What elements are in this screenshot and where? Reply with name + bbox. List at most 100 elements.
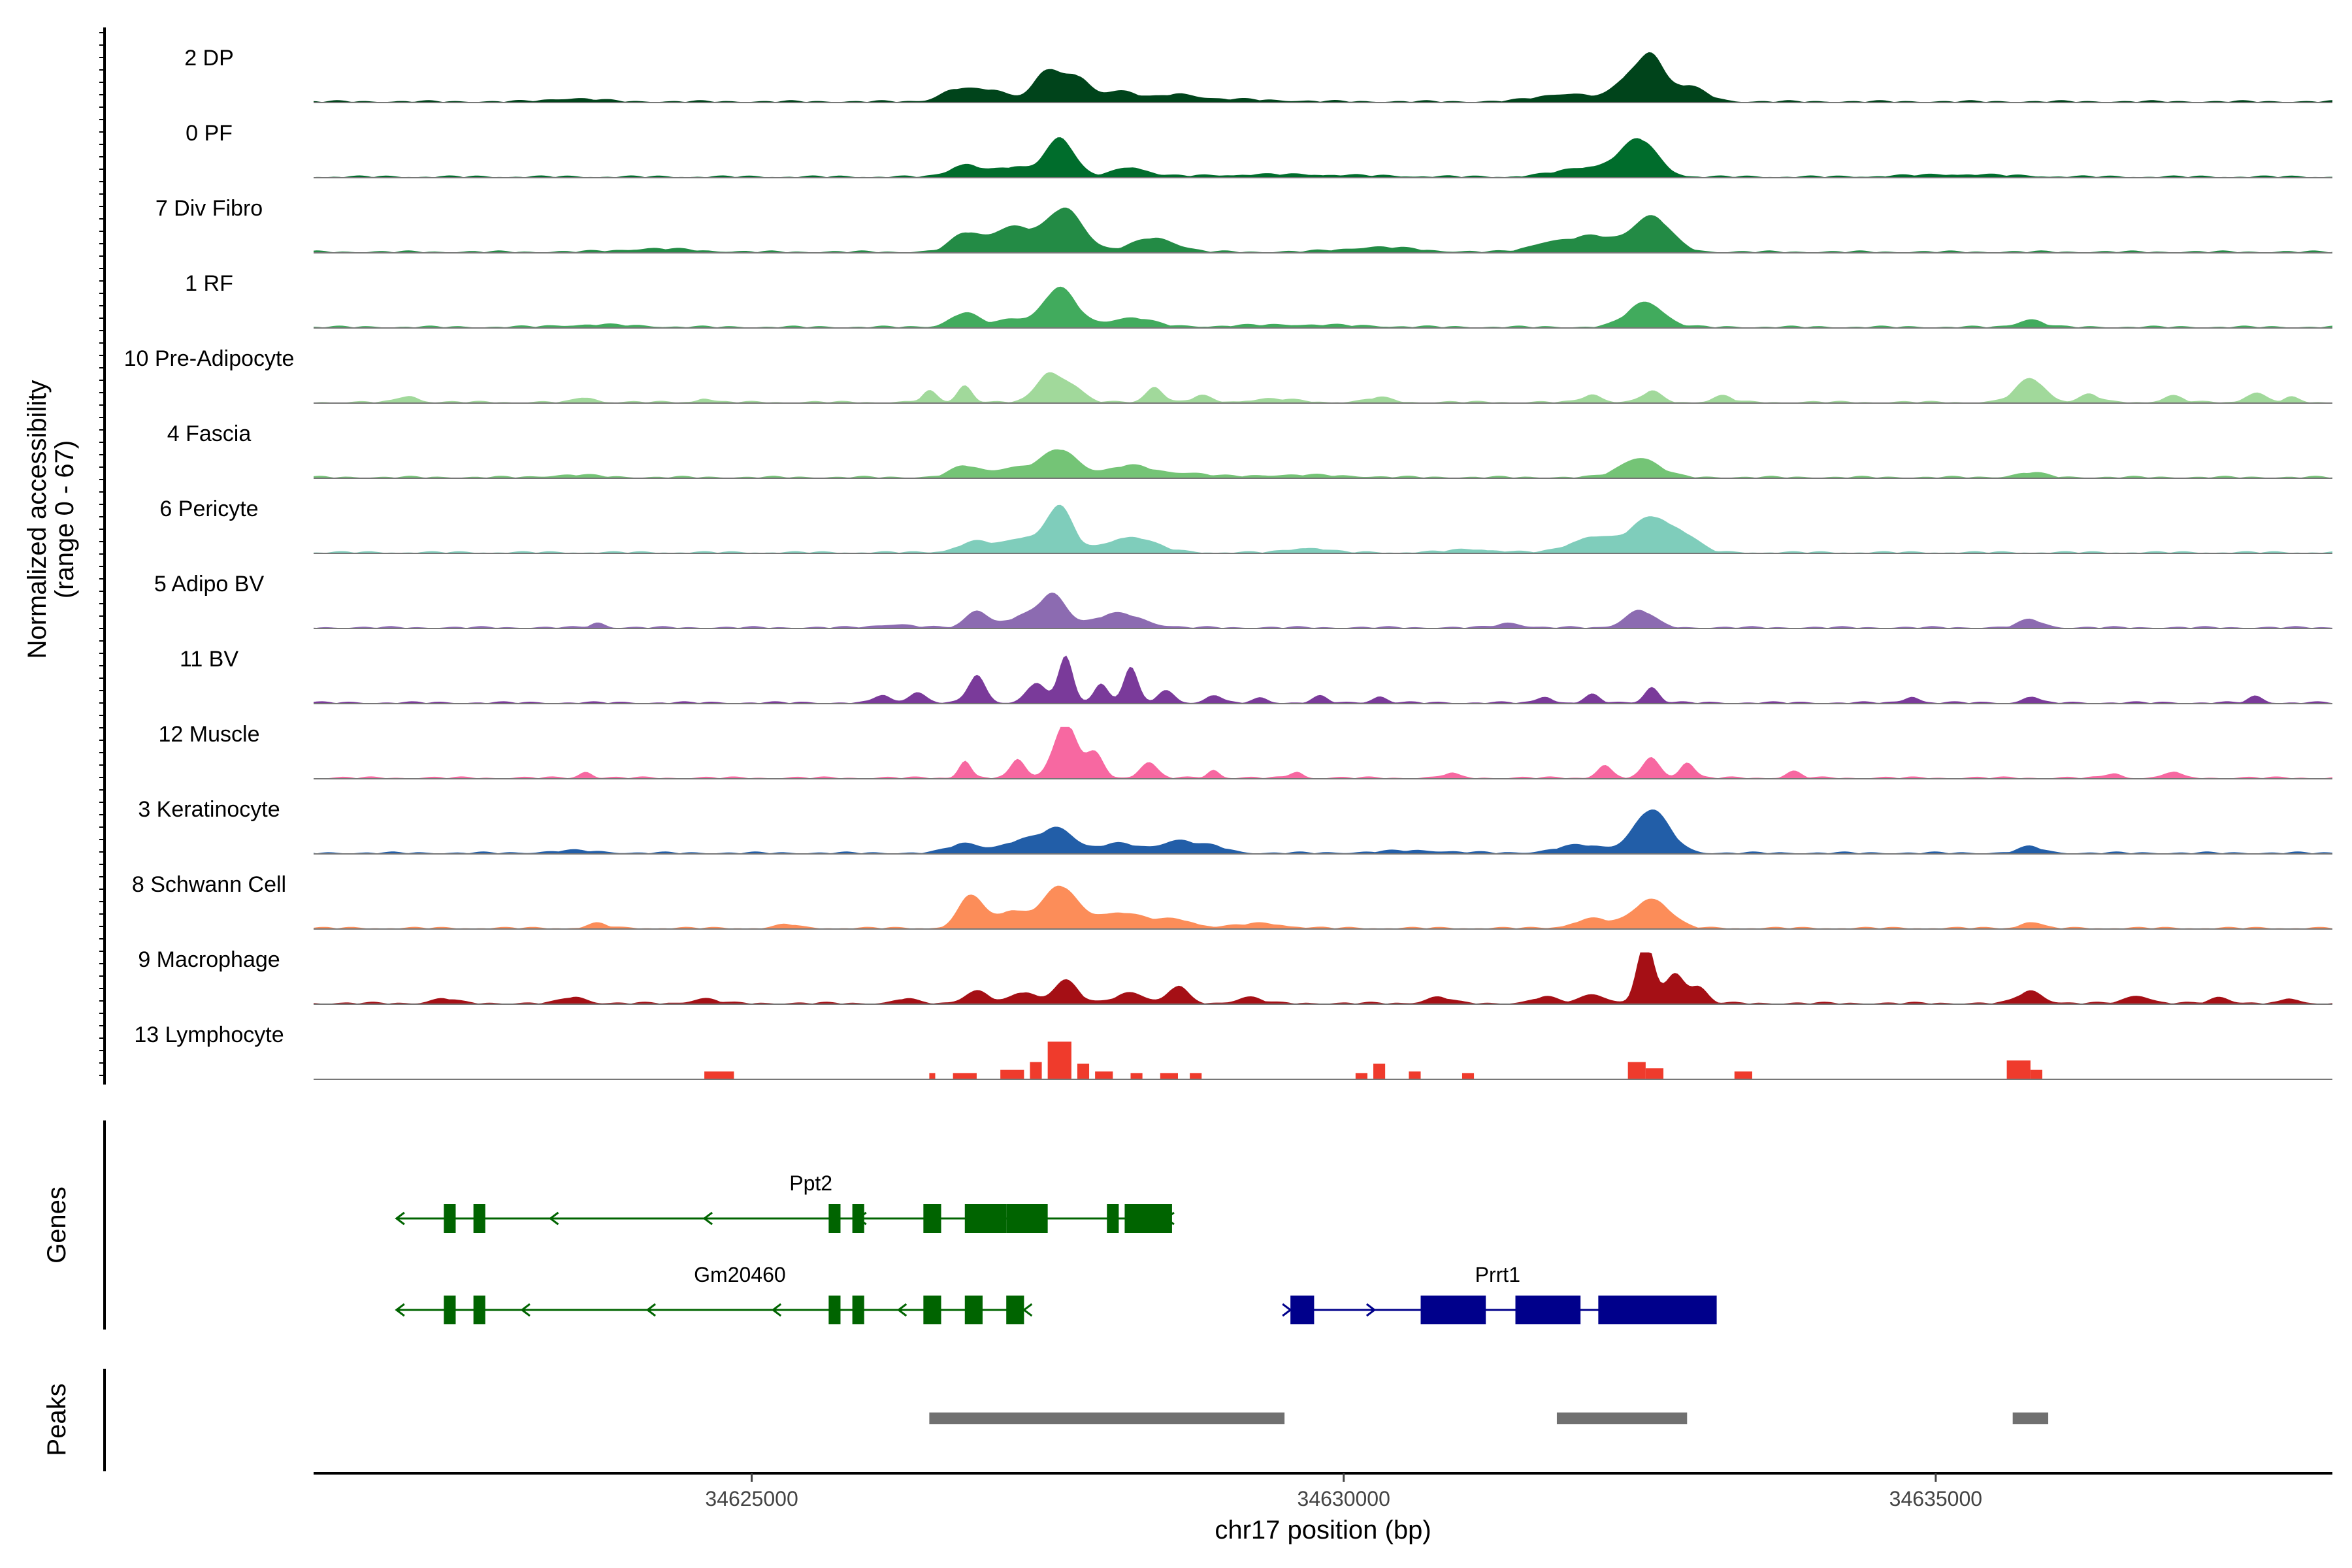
- exon: [828, 1296, 841, 1324]
- x-axis-ticks: 34625000 34630000 34635000: [705, 1473, 1982, 1511]
- track-8-schwann-cell: 8 Schwann Cell: [132, 872, 2332, 930]
- track-11-bv: 11 BV: [180, 647, 2332, 704]
- exon: [964, 1204, 1007, 1233]
- coverage-bin: [1373, 1064, 1386, 1079]
- exon: [1420, 1296, 1486, 1324]
- strand-arrow: [548, 1211, 559, 1226]
- exon: [444, 1204, 456, 1233]
- exon: [852, 1204, 864, 1233]
- track-10-pre-adipocyte: 10 Pre-Adipocyte: [124, 346, 2332, 404]
- track-4-fascia: 4 Fascia: [167, 421, 2332, 479]
- gene-prrt1: Prrt1: [1282, 1263, 1717, 1324]
- track-label: 10 Pre-Adipocyte: [124, 346, 295, 371]
- genes-axis-label-text: Genes: [42, 1186, 71, 1264]
- coverage-bin: [1645, 1068, 1664, 1079]
- track-label: 12 Muscle: [159, 722, 260, 747]
- peak-region: [1556, 1413, 1688, 1424]
- exon: [473, 1204, 485, 1233]
- track-3-keratinocyte: 3 Keratinocyte: [138, 797, 2332, 855]
- track-6-pericyte: 6 Pericyte: [159, 497, 2332, 554]
- track-label: 11 BV: [180, 647, 238, 672]
- strand-arrow: [1365, 1303, 1377, 1317]
- coverage-tracks: 2 DP 0 PF 7 Div Fibro 1 RF 10 Pre-Adipocyte 4…: [124, 46, 2332, 1080]
- y-axis-label-line2: (range 0 - 67): [50, 440, 79, 598]
- coverage-bin: [929, 1073, 936, 1079]
- coverage-bin: [1409, 1071, 1421, 1079]
- y-axis-label-line1: Normalized accessibility: [23, 380, 52, 659]
- coverage-y-axis: [99, 27, 106, 1085]
- coverage-bin: [1095, 1071, 1113, 1079]
- exon: [473, 1296, 485, 1324]
- coverage-bin: [953, 1073, 977, 1079]
- exon: [923, 1296, 941, 1324]
- genes-axis-label: Genes: [42, 1186, 71, 1264]
- coverage-bin: [1077, 1064, 1090, 1079]
- exon: [1006, 1296, 1024, 1324]
- track-label: 3 Keratinocyte: [138, 797, 280, 822]
- track-9-macrophage: 9 Macrophage: [138, 947, 2332, 1005]
- peaks-axis-label: Peaks: [42, 1383, 71, 1456]
- track-label: 8 Schwann Cell: [132, 872, 286, 897]
- strand-arrow: [645, 1303, 656, 1317]
- peak-region: [2012, 1413, 2049, 1424]
- exon: [1006, 1204, 1048, 1233]
- coverage-bin: [1462, 1073, 1475, 1079]
- strand-arrow: [520, 1303, 531, 1317]
- x-tick-label: 34630000: [1298, 1487, 1390, 1511]
- coverage-bin: [1047, 1041, 1071, 1079]
- coverage-bin: [1627, 1062, 1646, 1079]
- gene-gm20460: Gm20460: [395, 1263, 1033, 1324]
- gene-ppt2: Ppt2: [395, 1171, 1175, 1233]
- coverage-bin: [1160, 1073, 1178, 1079]
- x-tick-label: 34635000: [1889, 1487, 1982, 1511]
- exon: [852, 1296, 864, 1324]
- strand-arrow: [702, 1211, 713, 1226]
- exon: [1515, 1296, 1581, 1324]
- track-0-pf: 0 PF: [186, 121, 2332, 178]
- exon: [828, 1204, 841, 1233]
- track-label: 5 Adipo BV: [154, 572, 265, 596]
- track-label: 0 PF: [186, 121, 233, 146]
- x-axis-label: chr17 position (bp): [1215, 1516, 1431, 1544]
- coverage-bin: [1734, 1071, 1752, 1079]
- track-1-rf: 1 RF: [185, 271, 2332, 329]
- track-5-adipo-bv: 5 Adipo BV: [154, 572, 2332, 629]
- peak-region: [929, 1413, 1285, 1424]
- y-axis-label: Normalized accessibility (range 0 - 67): [23, 380, 79, 659]
- exon: [964, 1296, 983, 1324]
- coverage-bin: [2006, 1060, 2031, 1079]
- track-7-div-fibro: 7 Div Fibro: [155, 196, 2332, 253]
- strand-arrow: [395, 1211, 405, 1226]
- peak-regions-track: [929, 1413, 2049, 1424]
- track-label: 7 Div Fibro: [155, 196, 263, 221]
- x-tick-label: 34625000: [705, 1487, 798, 1511]
- track-label: 9 Macrophage: [138, 947, 280, 972]
- track-label: 2 DP: [184, 46, 234, 71]
- coverage-bin: [1355, 1073, 1367, 1079]
- exon: [1598, 1296, 1717, 1324]
- coverage-bin: [1190, 1073, 1202, 1079]
- peaks-axis-label-text: Peaks: [42, 1383, 71, 1456]
- coverage-bin: [2030, 1070, 2042, 1079]
- gene-name-label: Gm20460: [694, 1263, 786, 1286]
- strand-arrow: [395, 1303, 405, 1317]
- exon: [1290, 1296, 1315, 1324]
- track-label: 4 Fascia: [167, 421, 252, 446]
- track-label: 1 RF: [185, 271, 233, 296]
- strand-arrow: [896, 1303, 907, 1317]
- exon: [444, 1296, 456, 1324]
- exon: [1107, 1204, 1119, 1233]
- track-label: 13 Lymphocyte: [134, 1022, 284, 1047]
- track-12-muscle: 12 Muscle: [159, 722, 2332, 779]
- gene-annotation-track: Ppt2 Gm20460 Prrt1: [395, 1171, 1717, 1324]
- track-label: 6 Pericyte: [159, 497, 258, 521]
- gene-name-label: Prrt1: [1475, 1263, 1520, 1286]
- coverage-bin: [704, 1071, 734, 1079]
- track-2-dp: 2 DP: [184, 46, 2332, 103]
- strand-arrow: [771, 1303, 782, 1317]
- exon: [1124, 1204, 1172, 1233]
- exon: [923, 1204, 941, 1233]
- gene-name-label: Ppt2: [789, 1171, 832, 1195]
